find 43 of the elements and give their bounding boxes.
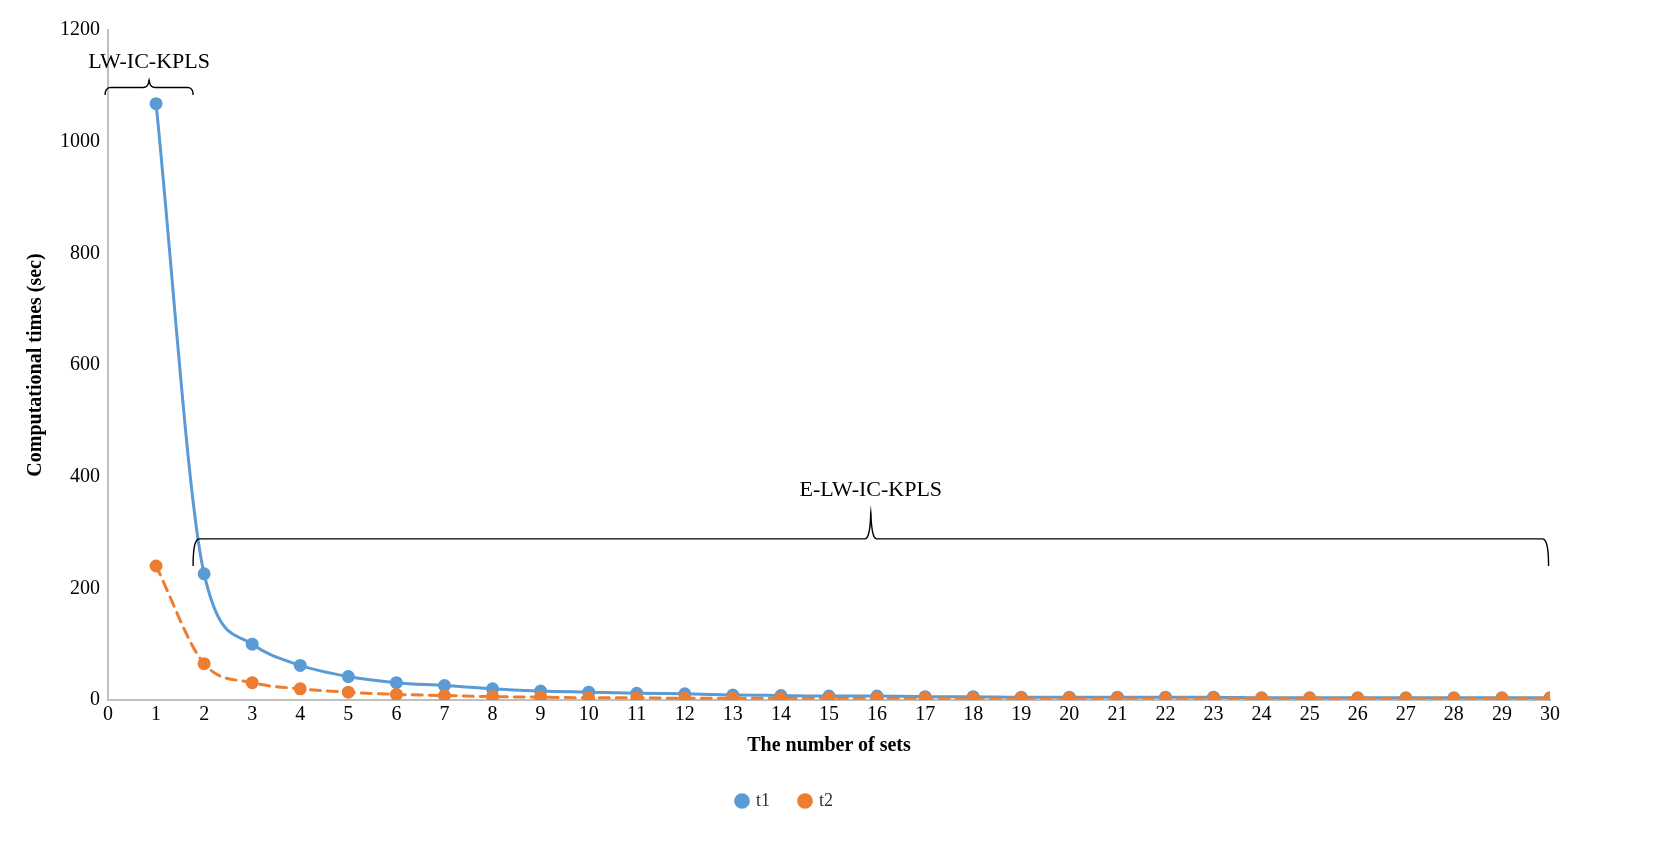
legend-label: t2 [819,789,834,810]
x-tick-label: 10 [578,702,599,725]
x-tick-label: 7 [439,702,450,725]
x-tick-label: 2 [199,702,210,725]
x-tick-label: 1 [151,702,162,725]
y-tick-label: 1200 [60,17,100,40]
x-tick-label: 23 [1203,702,1224,725]
x-tick-label: 13 [722,702,743,725]
annotation: LW-IC-KPLS [88,48,210,75]
y-tick-label: 400 [70,463,100,486]
x-tick-label: 26 [1347,702,1368,725]
x-tick-label: 20 [1059,702,1080,725]
x-tick-label: 25 [1299,702,1320,725]
x-tick-label: 6 [391,702,402,725]
x-tick-label: 14 [770,702,791,725]
x-tick-label: 8 [487,702,498,725]
x-tick-label: 15 [819,702,839,725]
x-tick-label: 4 [295,702,306,725]
annotation: E-LW-IC-KPLS [799,475,943,502]
x-tick-label: 11 [627,702,647,725]
x-tick-label: 12 [674,702,695,725]
x-tick-label: 9 [535,702,546,725]
legend-label: t1 [756,789,771,810]
y-tick-label: 1000 [60,128,100,151]
x-tick-label: 18 [963,702,984,725]
y-tick-label: 600 [70,352,100,375]
x-tick-label: 21 [1107,702,1128,725]
x-tick-label: 16 [867,702,888,725]
y-tick-label: 200 [70,575,100,598]
x-tick-label: 22 [1155,702,1176,725]
y-tick-label: 800 [70,240,100,263]
x-tick-label: 19 [1011,702,1032,725]
x-tick-label: 27 [1395,702,1416,725]
x-tick-label: 3 [247,702,258,725]
x-axis-title: The number of sets [747,733,911,756]
x-tick-label: 17 [915,702,936,725]
x-tick-label: 28 [1443,702,1464,725]
y-tick-label: 0 [90,687,100,710]
y-axis-title: Computational times (sec) [23,253,47,477]
x-tick-label: 24 [1251,702,1272,725]
x-tick-label: 30 [1540,702,1560,725]
x-tick-label: 29 [1491,702,1512,725]
x-tick-label: 5 [343,702,354,725]
